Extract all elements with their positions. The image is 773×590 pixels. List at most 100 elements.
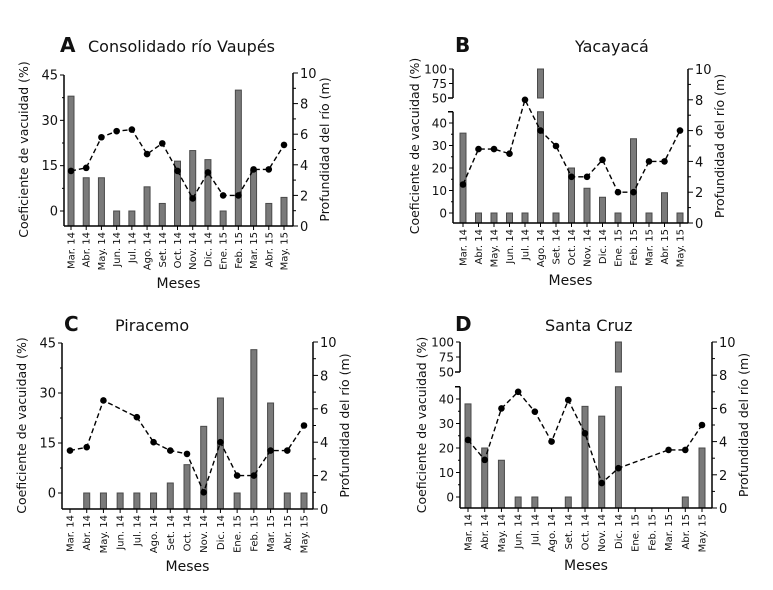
x-tick-label: Ene. 15 — [614, 229, 625, 267]
y-tick-label: 45 — [41, 69, 58, 84]
x-axis-label: Meses — [166, 559, 210, 575]
bar — [681, 496, 689, 509]
x-tick-label: Jul. 14 — [132, 515, 143, 547]
x-tick-label: Dic. 14 — [614, 514, 625, 549]
y-tick-label: 10 — [432, 184, 447, 198]
bar — [116, 492, 124, 510]
y-tick-label: 75 — [432, 77, 447, 91]
panel-title: Santa Cruz — [545, 316, 633, 335]
x-tick-label: Mar. 15 — [664, 514, 675, 551]
x-tick-label: Jun. 14 — [116, 515, 127, 551]
depth-point — [82, 164, 90, 172]
y-axis-label: Coeficiente de vacuidad (%) — [14, 337, 29, 514]
y-tick-label: 0 — [439, 207, 447, 221]
y2-axis-label: Profundidad del río (m) — [712, 74, 727, 218]
x-tick-label: May. 14 — [99, 515, 110, 553]
bar — [265, 202, 273, 227]
x-tick-label: Jun. 14 — [514, 514, 525, 550]
y-tick-label: 30 — [41, 114, 58, 129]
bar — [564, 496, 572, 509]
bar — [583, 187, 591, 224]
panel-letter: A — [60, 33, 76, 57]
depth-point — [459, 181, 467, 188]
x-tick-label: Mar. 14 — [464, 514, 475, 551]
y2-tick-label: 10 — [300, 67, 317, 82]
x-tick-label: Feb. 15 — [647, 514, 658, 551]
x-tick-label: Nov. 14 — [199, 515, 210, 553]
y2-tick-label: 2 — [300, 189, 308, 204]
x-tick-label: Mar. 15 — [249, 232, 260, 269]
bar — [645, 212, 653, 224]
x-tick-label: Feb. 15 — [629, 229, 640, 266]
bar — [113, 210, 121, 227]
depth-point — [300, 422, 308, 429]
y-axis-label: Coeficiente de vacuidad (%) — [16, 61, 31, 238]
depth-point — [506, 150, 513, 157]
x-tick-label: May. 14 — [490, 229, 501, 267]
bar — [614, 212, 622, 224]
bar-upper-segment — [537, 68, 544, 99]
depth-point — [250, 472, 258, 479]
x-tick-label: Oct. 14 — [581, 514, 592, 550]
bar — [166, 482, 174, 510]
y-axis-label: Coeficiente de vacuidad (%) — [414, 337, 429, 514]
y-tick-label: 30 — [432, 139, 447, 153]
x-tick-label: Jun. 14 — [112, 232, 123, 268]
y2-tick-label: 4 — [695, 155, 703, 170]
x-tick-label: Set. 14 — [166, 515, 177, 551]
bar — [698, 447, 706, 509]
x-tick-label: May. 15 — [280, 232, 291, 270]
bar — [99, 492, 107, 510]
bar — [459, 132, 467, 224]
x-tick-label: Set. 14 — [552, 229, 563, 265]
x-tick-label: Nov. 14 — [583, 229, 594, 267]
x-tick-label: Feb. 15 — [249, 515, 260, 552]
bar — [97, 177, 105, 227]
bar — [83, 492, 91, 510]
depth-point — [514, 388, 522, 396]
y2-tick-label: 6 — [320, 403, 328, 418]
depth-point — [100, 397, 107, 404]
x-tick-label: Dic. 14 — [216, 515, 227, 550]
y-tick-label: 15 — [39, 437, 56, 452]
depth-point — [250, 166, 257, 173]
depth-point — [133, 413, 141, 421]
depth-point — [464, 436, 472, 444]
depth-point — [67, 167, 75, 175]
y-tick-label: 50 — [439, 366, 454, 380]
bar — [150, 492, 158, 510]
bar — [233, 492, 241, 510]
depth-point — [150, 438, 157, 446]
depth-point — [200, 489, 208, 496]
x-tick-label: Jul. 14 — [127, 232, 138, 264]
x-tick-label: Ene. 15 — [631, 514, 642, 552]
y2-tick-label: 6 — [719, 402, 727, 417]
x-tick-label: Abr. 14 — [82, 515, 93, 550]
y2-tick-label: 10 — [695, 63, 712, 78]
x-tick-label: May. 14 — [497, 514, 508, 552]
x-tick-label: May. 15 — [300, 515, 311, 553]
y-tick-label: 75 — [439, 351, 454, 365]
x-tick-label: Ago. 14 — [536, 229, 547, 267]
y2-tick-label: 8 — [695, 94, 703, 109]
depth-point — [645, 158, 653, 165]
x-tick-label: Set. 14 — [158, 232, 169, 268]
depth-point — [174, 167, 181, 175]
y-tick-label: 100 — [424, 63, 447, 77]
x-tick-label: Abr. 15 — [681, 514, 692, 549]
y-axis-label: Coeficiente de vacuidad (%) — [407, 58, 422, 235]
bar — [630, 138, 637, 224]
y2-tick-label: 4 — [719, 436, 727, 451]
bar — [219, 210, 227, 227]
depth-point — [599, 156, 606, 164]
depth-point — [521, 96, 529, 104]
x-tick-label: Jul. 14 — [521, 229, 532, 261]
depth-point — [598, 479, 606, 487]
x-tick-label: May. 15 — [676, 229, 687, 267]
bar — [598, 415, 606, 509]
y2-tick-label: 10 — [320, 336, 337, 351]
bar — [614, 386, 622, 509]
y2-tick-label: 0 — [300, 220, 308, 235]
bar — [531, 496, 539, 509]
